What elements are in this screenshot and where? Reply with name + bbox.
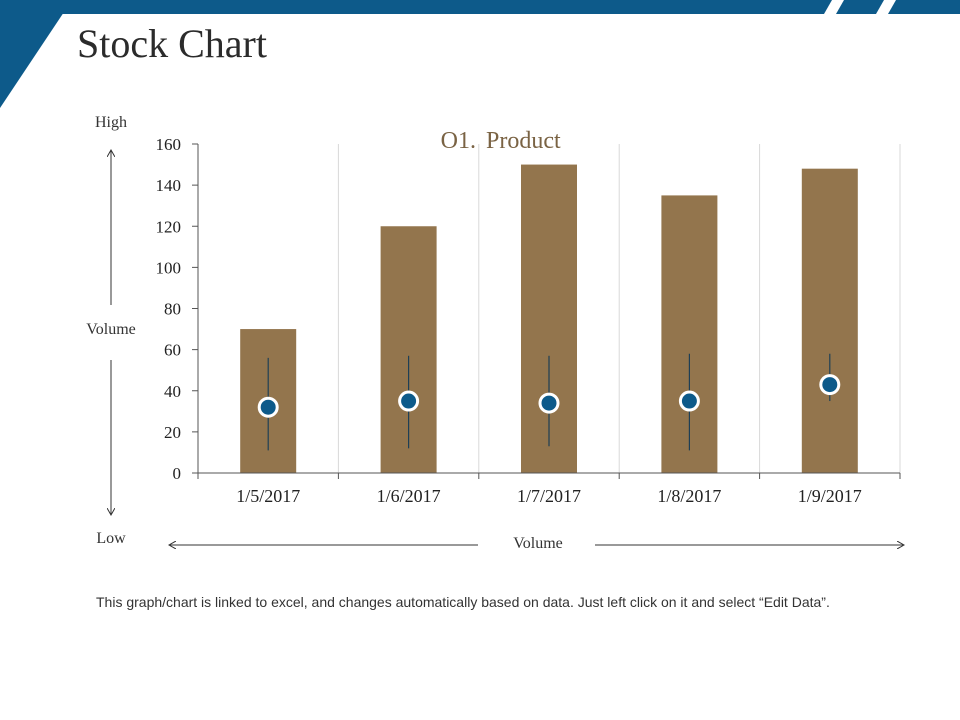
y-tick-label: 60 <box>164 341 181 360</box>
chart-title-number: O1. <box>441 128 476 154</box>
x-tick-label: 1/8/2017 <box>657 486 721 506</box>
x-tick-label: 1/5/2017 <box>236 486 300 506</box>
chart-title-text: Product <box>486 128 561 154</box>
header-stripe-1 <box>824 0 844 14</box>
y-tick-label: 0 <box>173 464 182 483</box>
y-tick-label: 120 <box>156 217 182 236</box>
volume-bar <box>801 168 858 474</box>
y-tick-label: 140 <box>156 176 182 195</box>
close-point <box>398 390 420 412</box>
header-bar <box>0 0 960 14</box>
close-point <box>257 396 279 418</box>
y-tick-label: 20 <box>164 423 181 442</box>
close-point <box>538 392 560 414</box>
x-axis-label: Volume <box>513 535 562 552</box>
x-tick-label: 1/6/2017 <box>377 486 441 506</box>
y-axis-label-low: Low <box>96 530 126 547</box>
y-axis-label-volume: Volume <box>86 321 135 338</box>
y-tick-label: 160 <box>156 135 182 154</box>
y-tick-label: 80 <box>164 300 181 319</box>
stock-chart[interactable]: O1. Product 0 20 40 60 80 100 120 140 160 1/5/201… <box>0 0 960 580</box>
page-title: Stock Chart <box>77 21 267 66</box>
header-decoration <box>0 0 960 108</box>
y-tick-label: 100 <box>156 258 182 277</box>
corner-wedge <box>0 0 72 108</box>
x-tick-label: 1/7/2017 <box>517 486 581 506</box>
y-tick-label: 40 <box>164 382 181 401</box>
footnote: This graph/chart is linked to excel, and… <box>96 594 830 610</box>
x-tick-label: 1/9/2017 <box>798 486 862 506</box>
header-stripe-2 <box>876 0 896 14</box>
close-point <box>819 374 841 396</box>
close-point <box>678 390 700 412</box>
y-axis-label-high: High <box>95 114 127 131</box>
